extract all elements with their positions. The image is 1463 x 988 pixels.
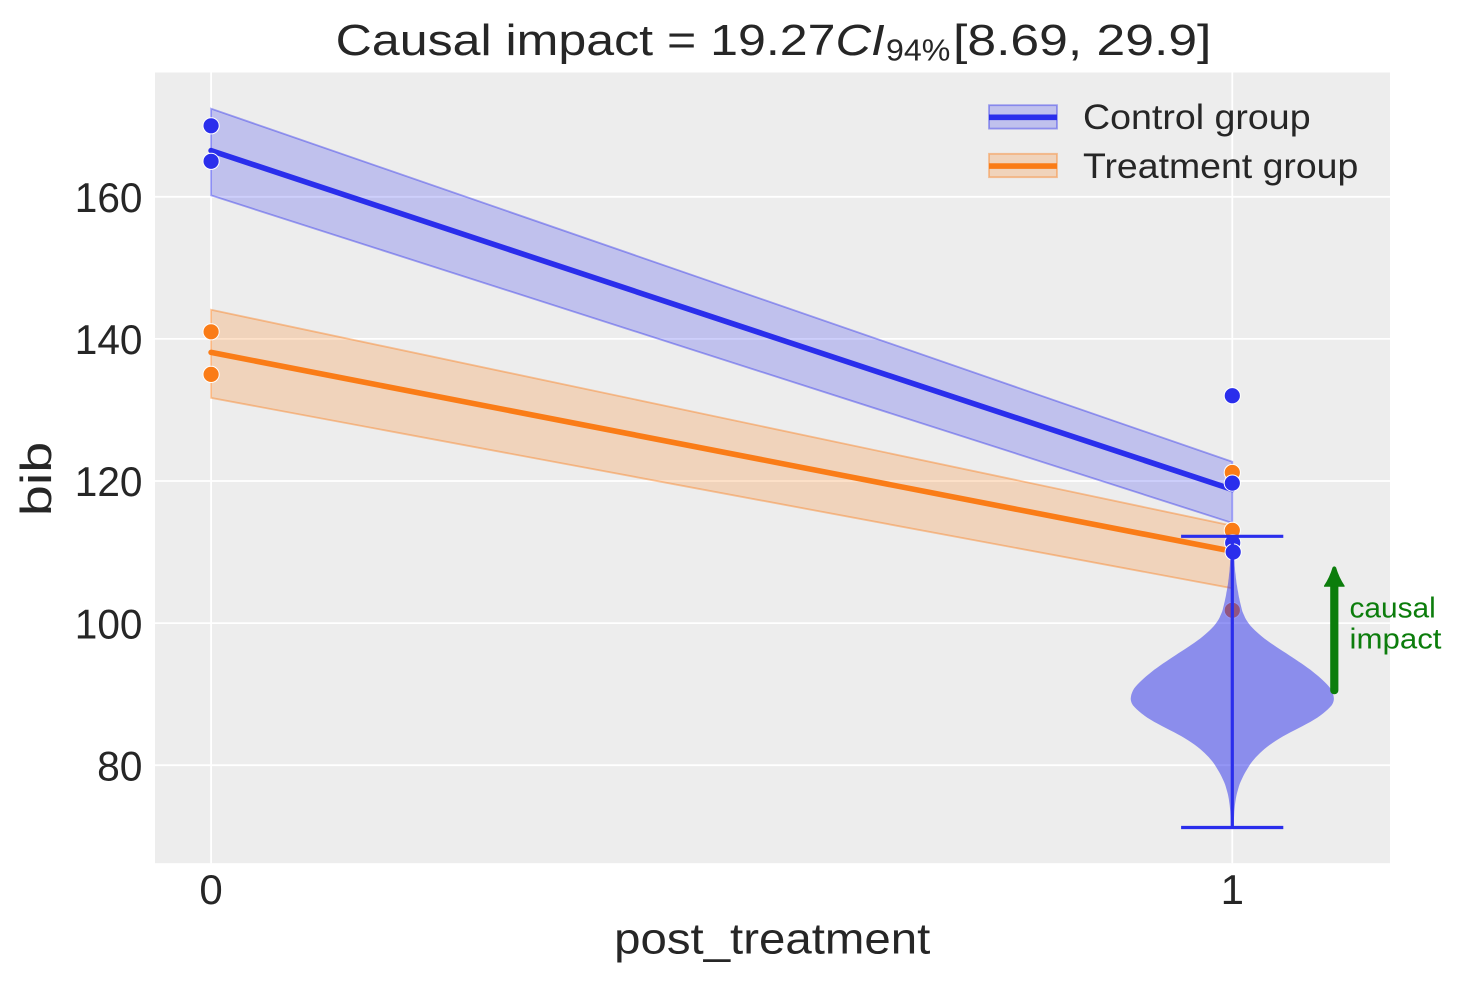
svg-text:post_treatment: post_treatment xyxy=(614,915,930,964)
svg-text:[8.69, 29.9]: [8.69, 29.9] xyxy=(953,16,1211,65)
svg-text:140: 140 xyxy=(75,316,143,363)
svg-text:Control group: Control group xyxy=(1083,98,1311,137)
svg-text:1: 1 xyxy=(1221,866,1244,913)
svg-text:Causal impact = 19.27: Causal impact = 19.27 xyxy=(336,16,836,65)
svg-text:0: 0 xyxy=(199,866,222,913)
svg-text:causal: causal xyxy=(1350,592,1436,624)
svg-text:160: 160 xyxy=(75,174,143,221)
svg-text:100: 100 xyxy=(75,600,143,647)
svg-text:impact: impact xyxy=(1350,624,1442,656)
svg-text:CI: CI xyxy=(836,16,885,65)
svg-text:120: 120 xyxy=(75,458,143,505)
svg-text:94%: 94% xyxy=(886,33,950,68)
svg-text:80: 80 xyxy=(97,742,142,789)
svg-text:bib: bib xyxy=(12,442,61,516)
svg-text:Treatment group: Treatment group xyxy=(1083,147,1358,186)
